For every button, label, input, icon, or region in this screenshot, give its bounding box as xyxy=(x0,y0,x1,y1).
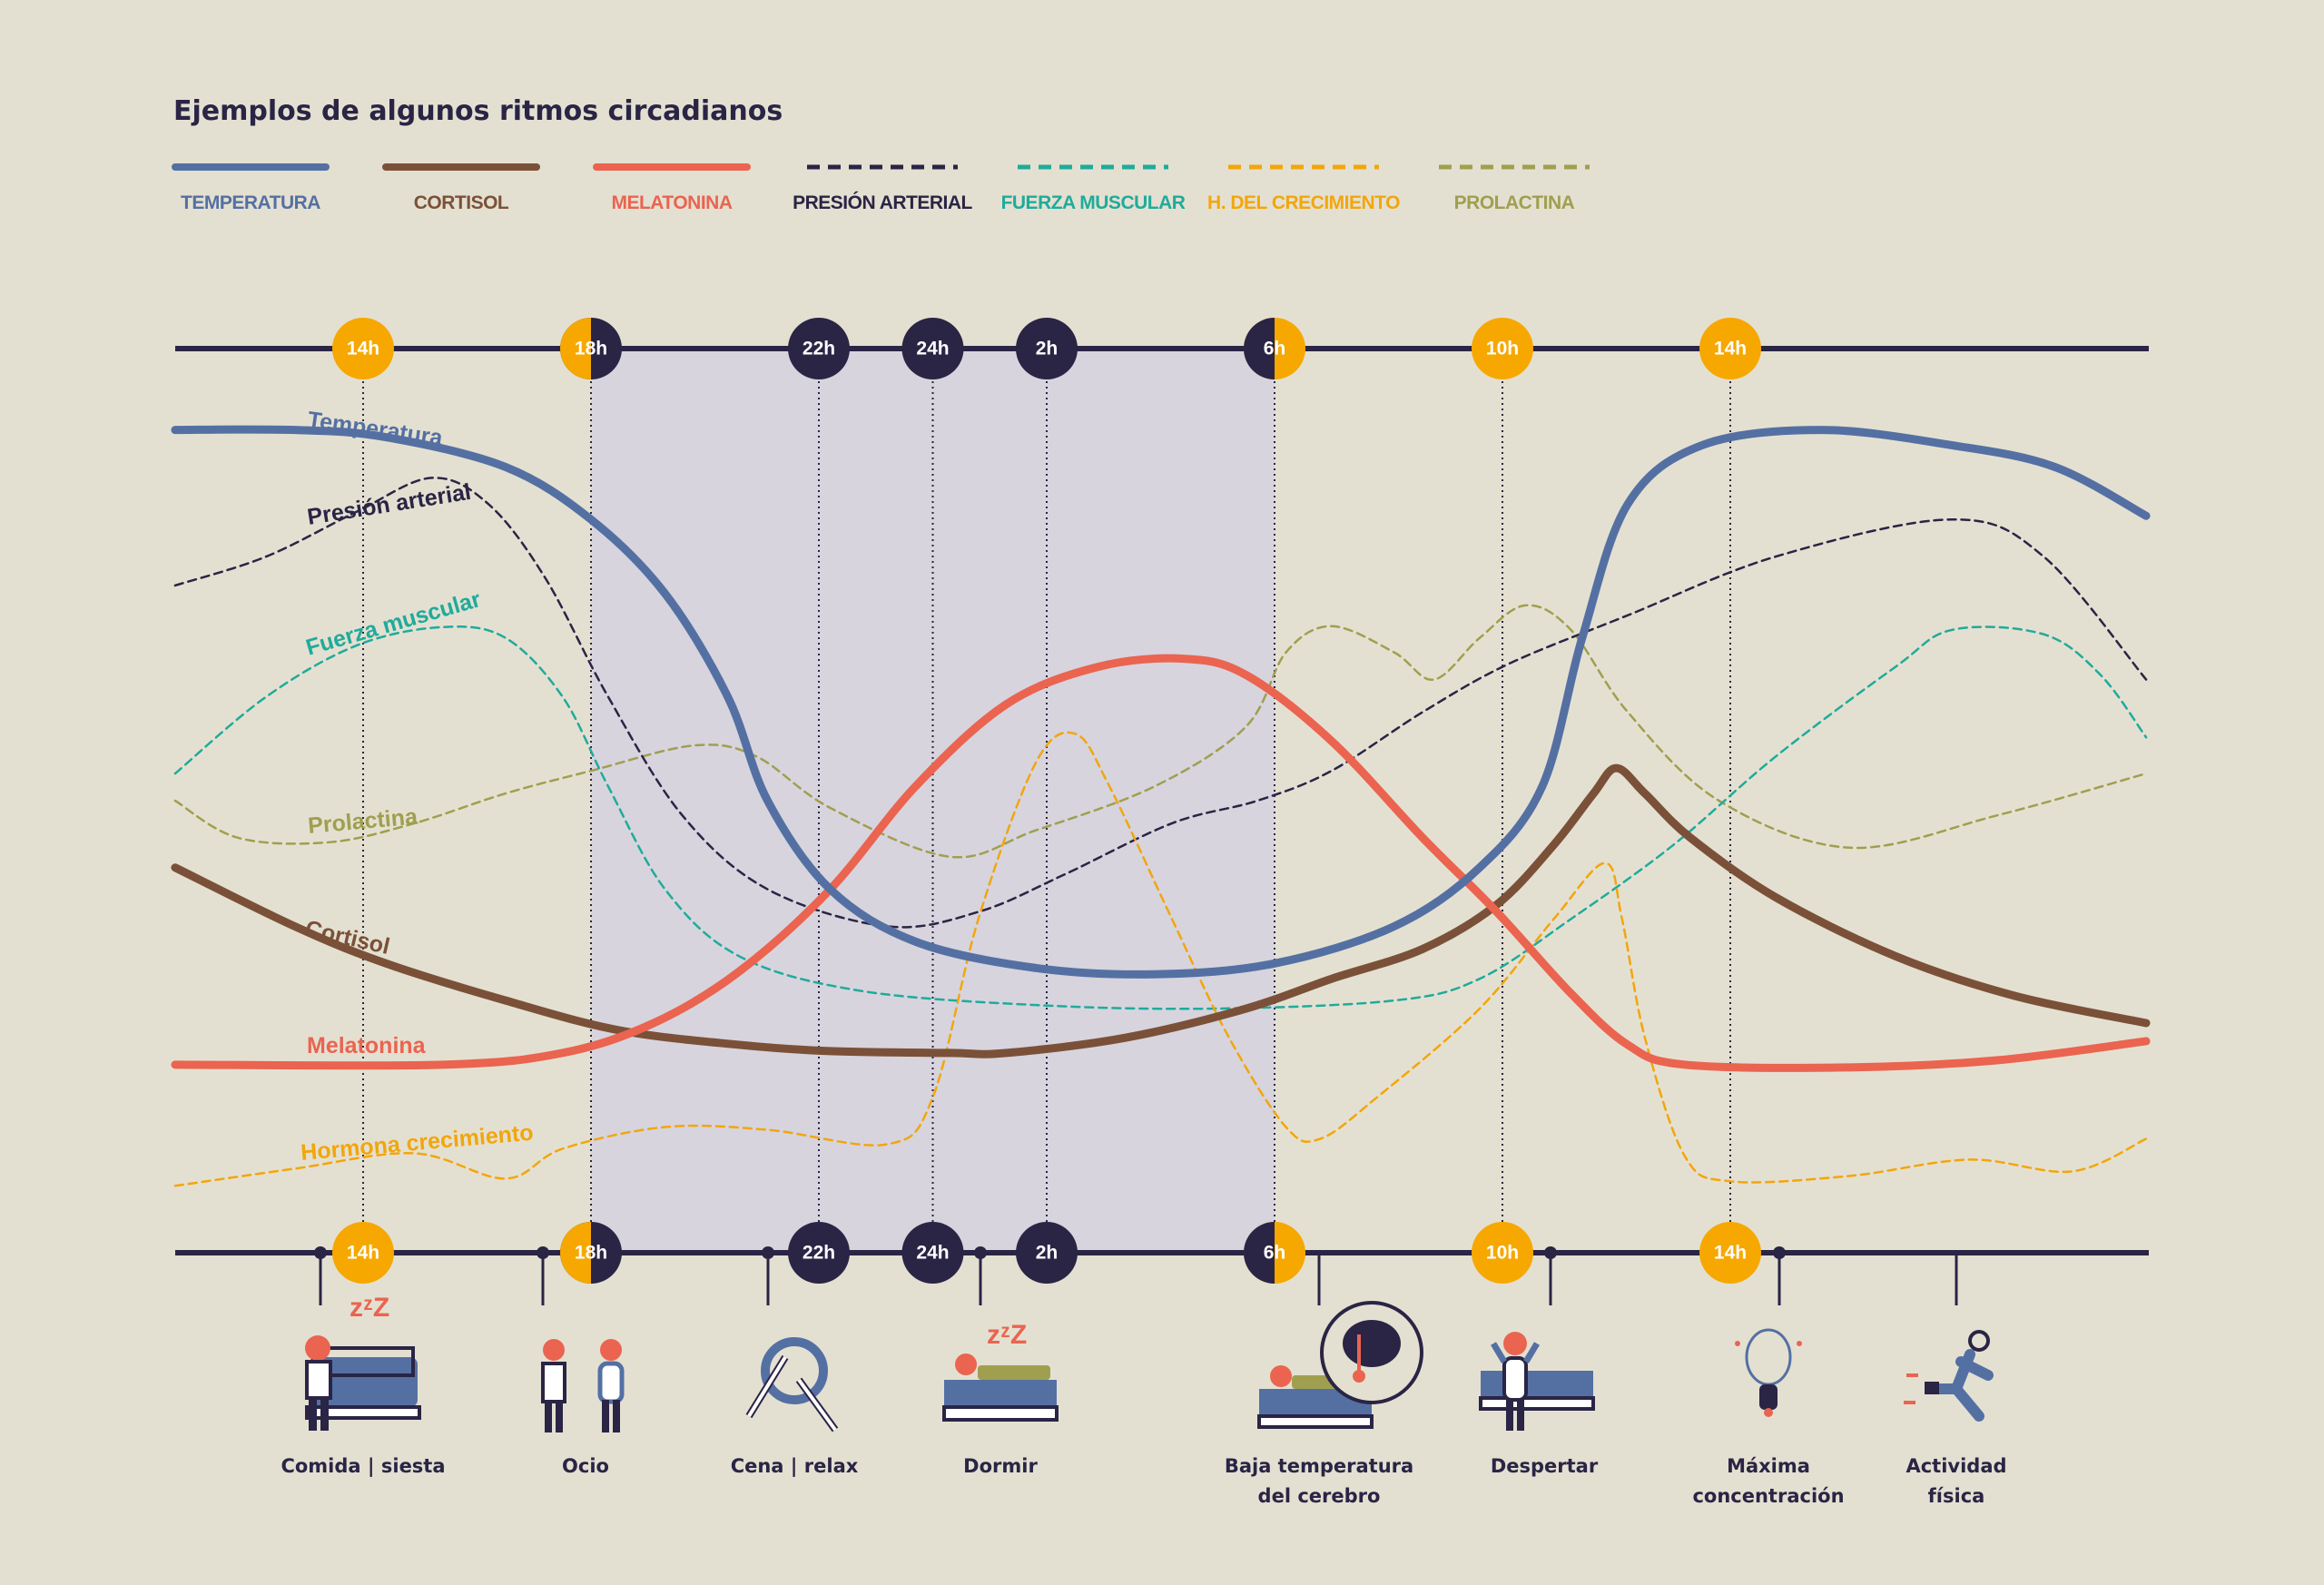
hour-marker: 10h xyxy=(1472,1222,1533,1284)
hour-label: 22h xyxy=(803,339,835,359)
legend-label: MELATONINA xyxy=(611,192,732,213)
event-lightbulb: Máxima concentración xyxy=(1692,1246,1845,1507)
hour-marker: 2h xyxy=(1016,318,1078,379)
curve-label: Fuerza muscular xyxy=(303,586,484,661)
series-line-melatonina xyxy=(171,654,2151,1072)
hour-label: 18h xyxy=(575,339,607,359)
event-nap-on-sofa: Comida | siesta xyxy=(281,1246,446,1478)
hour-marker: 6h xyxy=(1244,1222,1305,1284)
brain-thermometer-icon xyxy=(1257,1301,1423,1429)
legend-label: TEMPERATURA xyxy=(181,192,320,213)
lightbulb-icon xyxy=(1735,1328,1802,1417)
svg-text:zᶻZ: zᶻZ xyxy=(987,1320,1027,1350)
event-label: del cerebro xyxy=(1258,1485,1381,1507)
curve-label: Presión arterial xyxy=(306,479,473,530)
curve-label: Hormona crecimiento xyxy=(300,1120,534,1166)
hour-marker: 14h xyxy=(332,1222,394,1284)
legend-label: FUERZA MUSCULAR xyxy=(1001,192,1186,213)
legend-label: H. DEL CRECIMIENTO xyxy=(1207,192,1400,213)
hour-marker: 18h xyxy=(560,1222,622,1284)
sleep-in-bed-icon: zᶻZ xyxy=(942,1320,1059,1422)
hour-label: 22h xyxy=(803,1243,835,1264)
event-label: Cena | relax xyxy=(731,1455,859,1478)
event-label: física xyxy=(1928,1485,1985,1507)
event-label: Máxima xyxy=(1727,1455,1810,1477)
svg-text:zᶻZ: zᶻZ xyxy=(350,1293,389,1323)
hour-marker: 10h xyxy=(1472,318,1533,379)
event-label: Comida | siesta xyxy=(281,1455,445,1478)
hour-marker: 18h xyxy=(560,318,622,379)
hour-label: 18h xyxy=(575,1243,607,1264)
legend: TEMPERATURA CORTISOL MELATONINA PRESIÓN ART… xyxy=(172,163,1590,213)
hour-label: 6h xyxy=(1264,1243,1286,1264)
event-label: Dormir xyxy=(963,1455,1038,1477)
event-label: Actividad xyxy=(1905,1455,2006,1477)
hour-markers: 14h 18h 22h 24h 2h 6h 10h 14h 14h 18h 22h 24h 2h 6h 10… xyxy=(332,318,1761,1284)
nap-on-sofa-icon: zᶻZ xyxy=(305,1293,421,1431)
events: Comida | siesta Ocio Cena | relax Dormir Baj… xyxy=(281,1246,2007,1507)
running-person-icon xyxy=(1904,1330,1994,1422)
hour-label: 24h xyxy=(916,339,949,359)
hour-label: 10h xyxy=(1486,339,1519,359)
hour-marker: 2h xyxy=(1016,1222,1078,1284)
hour-marker: 14h xyxy=(332,318,394,379)
curves xyxy=(171,425,2151,1187)
series-line-presi-n-arterial xyxy=(173,477,2148,929)
series-line-hormona-crecimiento xyxy=(173,731,2148,1187)
hour-marker: 14h xyxy=(1699,1222,1761,1284)
event-label: concentración xyxy=(1692,1485,1844,1507)
legend-label: PROLACTINA xyxy=(1454,192,1575,213)
hour-marker: 6h xyxy=(1244,318,1305,379)
wake-up-icon xyxy=(1479,1332,1595,1431)
hour-guides xyxy=(362,349,1731,1253)
hour-marker: 22h xyxy=(788,318,850,379)
event-running-person: Actividad física xyxy=(1905,1253,2007,1507)
curve-label: Temperatura xyxy=(306,407,445,451)
hour-label: 6h xyxy=(1264,339,1286,359)
hour-marker: 22h xyxy=(788,1222,850,1284)
event-plate-fork-knife: Cena | relax xyxy=(731,1246,859,1478)
hour-label: 2h xyxy=(1036,339,1059,359)
curve-labels: Temperatura Presión arterial Fuerza muscul… xyxy=(300,407,534,1166)
hour-label: 14h xyxy=(1714,339,1747,359)
hour-label: 24h xyxy=(916,1243,949,1264)
plate-fork-knife-icon xyxy=(745,1337,839,1432)
series-line-prolactina xyxy=(173,604,2148,859)
hour-label: 14h xyxy=(347,339,379,359)
legend-label: PRESIÓN ARTERIAL xyxy=(793,192,972,213)
event-label: Despertar xyxy=(1491,1455,1599,1477)
event-label: Baja temperatura xyxy=(1225,1455,1413,1477)
hour-marker: 24h xyxy=(901,318,964,379)
two-people-icon xyxy=(541,1339,625,1432)
legend-label: CORTISOL xyxy=(414,192,509,213)
event-brain-thermometer: Baja temperatura del cerebro xyxy=(1225,1253,1413,1507)
chart-title: Ejemplos de algunos ritmos circadianos xyxy=(173,95,783,127)
hour-marker: 14h xyxy=(1699,318,1761,379)
event-two-people: Ocio xyxy=(537,1246,609,1477)
curve-label: Prolactina xyxy=(307,803,419,839)
event-wake-up: Despertar xyxy=(1491,1246,1599,1477)
event-sleep-in-bed: Dormir xyxy=(963,1246,1038,1477)
hour-label: 14h xyxy=(1714,1243,1747,1264)
series-line-fuerza-muscular xyxy=(173,625,2148,1010)
series-line-temperatura xyxy=(171,425,2151,979)
event-label: Ocio xyxy=(562,1455,609,1477)
hour-label: 2h xyxy=(1036,1243,1059,1264)
hour-marker: 24h xyxy=(901,1222,964,1284)
hour-label: 10h xyxy=(1486,1243,1519,1264)
hour-label: 14h xyxy=(347,1243,379,1264)
series-line-cortisol xyxy=(171,763,2151,1058)
curve-label: Melatonina xyxy=(307,1033,427,1058)
